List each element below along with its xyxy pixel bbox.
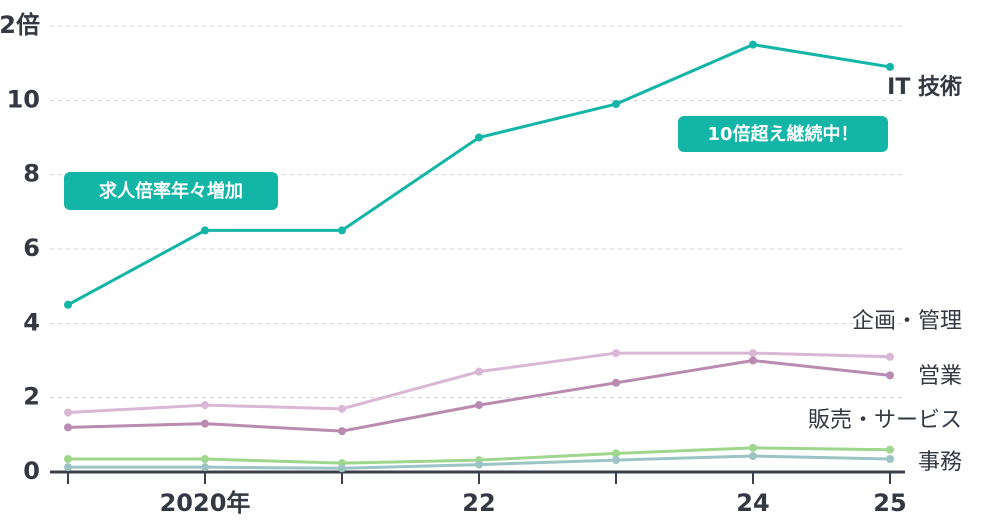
series-label: IT 技術	[887, 74, 962, 100]
data-point	[612, 378, 620, 387]
y-tick-label: 4	[23, 308, 40, 336]
data-point	[612, 349, 620, 358]
data-point	[886, 352, 894, 361]
annotation: 10倍超え継続中！	[707, 123, 858, 145]
data-point	[338, 404, 346, 413]
data-point	[475, 133, 483, 142]
data-point	[886, 454, 894, 463]
x-tick-label: 2020年	[160, 489, 251, 517]
y-tick-label: 10	[7, 85, 40, 113]
data-point	[64, 423, 72, 432]
y-tick-label: 2	[23, 383, 40, 411]
data-point	[64, 300, 72, 309]
data-point	[338, 427, 346, 436]
series-label: 営業	[918, 364, 962, 389]
annotation-box	[64, 172, 278, 210]
series-label: 販売・サービス	[808, 408, 962, 433]
x-tick-label: 24	[736, 489, 769, 517]
data-point	[64, 408, 72, 417]
data-point	[475, 401, 483, 410]
data-point	[612, 456, 620, 465]
data-point	[886, 371, 894, 380]
data-point	[886, 445, 894, 454]
y-tick-label: 12倍	[0, 11, 40, 39]
data-point	[475, 367, 483, 376]
data-point	[338, 226, 346, 235]
data-point	[64, 454, 72, 463]
data-point	[612, 449, 620, 458]
y-tick-label: 8	[23, 160, 40, 188]
y-tick-label: 6	[23, 234, 40, 262]
data-point	[749, 40, 757, 49]
x-tick-label: 25	[873, 489, 906, 517]
series-label: 事務	[918, 450, 962, 475]
data-point	[612, 100, 620, 109]
data-point	[201, 401, 209, 410]
data-point	[749, 443, 757, 452]
data-point	[64, 463, 72, 472]
data-point	[201, 226, 209, 235]
x-tick-label: 22	[462, 489, 495, 517]
data-point	[201, 419, 209, 428]
data-point	[749, 349, 757, 358]
annotation: 求人倍率年々増加	[99, 180, 243, 202]
y-tick-label: 0	[23, 457, 40, 485]
annotation-box	[678, 116, 888, 152]
series-label: 企画・管理	[852, 309, 962, 334]
data-point	[886, 62, 894, 71]
data-point	[749, 452, 757, 461]
data-point	[338, 464, 346, 473]
data-point	[475, 460, 483, 469]
data-point	[201, 454, 209, 463]
data-point	[201, 463, 209, 472]
data-point	[749, 356, 757, 365]
